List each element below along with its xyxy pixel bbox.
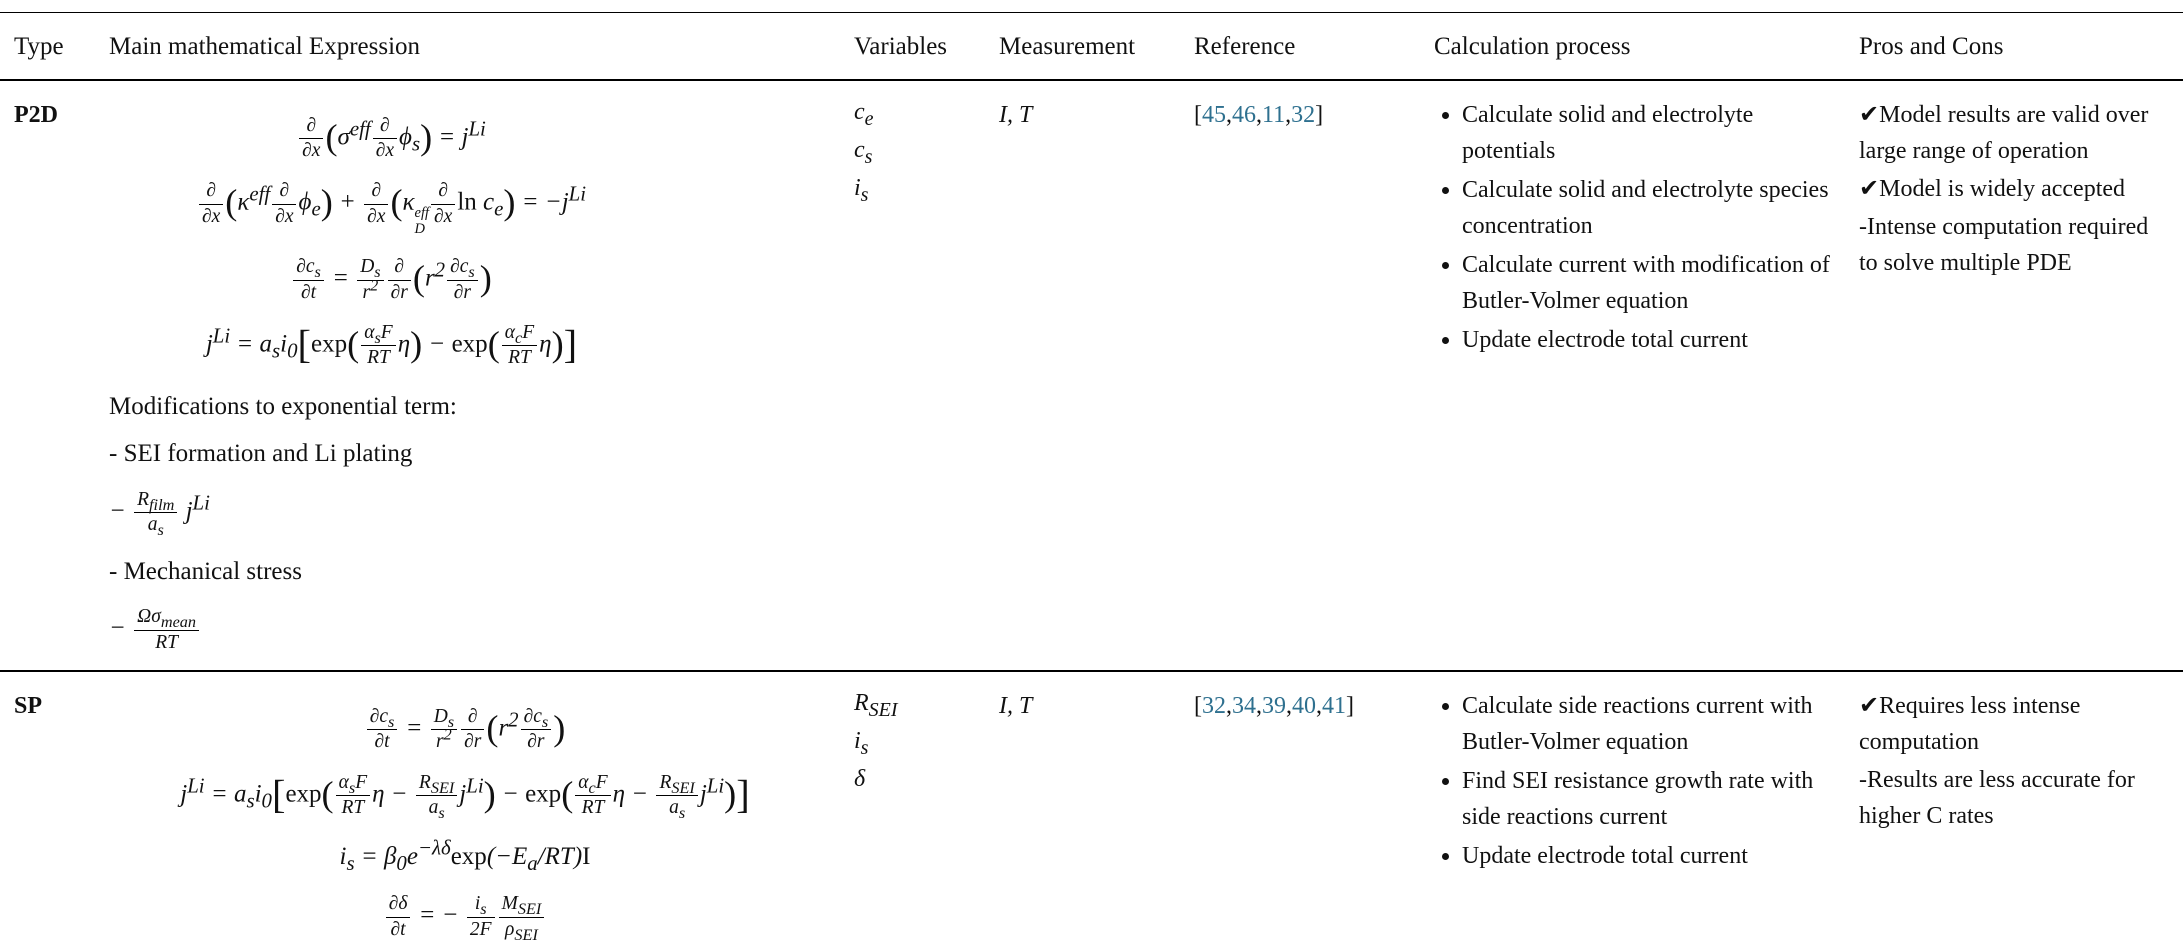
table-row-p2d: P2D ∂ ∂x (σeff ∂ ∂x ϕs) = jLi ∂ ∂x (κeff ∂ ∂x ϕe) …: [0, 81, 2183, 671]
calc-step: Calculate solid and electrolyte species …: [1462, 172, 1841, 244]
pros-cons-text: Model is widely accepted: [1879, 175, 2126, 202]
citation-link[interactable]: 45: [1202, 101, 1226, 128]
row-separator: [0, 670, 2183, 672]
measurement-cell-p2d: I, T: [999, 101, 1033, 128]
bracket-open: [: [1194, 693, 1202, 719]
citation-link[interactable]: 32: [1291, 101, 1316, 128]
variable-is: is: [854, 174, 869, 206]
equation-solid-diffusion: ∂cs ∂t = Ds r2 ∂ ∂r (r2 ∂cs ∂r): [109, 256, 674, 304]
calc-step: Calculate current with modification of B…: [1462, 247, 1841, 319]
equation-butler-volmer: jLi = asi0[exp(αsF RT η) − exp(αcF RT η)]: [205, 321, 578, 369]
comma: ,: [1256, 693, 1262, 719]
column-header-type: Type: [14, 33, 64, 60]
check-icon: ✔: [1859, 101, 1880, 128]
equation-block-p2d: ∂ ∂x (σeff ∂ ∂x ϕs) = jLi ∂ ∂x (κeff ∂ ∂x ϕe) + ∂ ∂…: [109, 115, 674, 655]
expression-note-mechanical-stress: - Mechanical stress: [109, 557, 302, 585]
variable-delta: δ: [854, 766, 866, 793]
model-type-p2d: P2D: [14, 101, 58, 128]
table-row-sp: SP ∂cs ∂t = Ds r2 ∂ ∂r (r2 ∂cs ∂r) jLi = asi0[e…: [0, 672, 2183, 942]
comma: ,: [1226, 693, 1232, 719]
citation-link[interactable]: 11: [1262, 101, 1286, 128]
expression-cell-sp: ∂cs ∂t = Ds r2 ∂ ∂r (r2 ∂cs ∂r) jLi = asi0[exp(…: [109, 672, 854, 942]
citation-link[interactable]: 32: [1202, 693, 1226, 719]
bracket-close: ]: [1346, 693, 1354, 719]
expression-note-sei: - SEI formation and Li plating: [109, 440, 413, 468]
check-icon: ✔: [1859, 175, 1880, 202]
equation-film-resistance-term: − Rfilm as jLi: [109, 488, 210, 540]
reference-cell-p2d: [45,46,11,32]: [1194, 81, 1434, 671]
pros-cons-text: Model results are valid over large range…: [1859, 101, 2149, 164]
citation-link[interactable]: 46: [1232, 101, 1256, 128]
calc-step: Calculate side reactions current with Bu…: [1462, 688, 1841, 760]
equation-side-reaction-current: is = β0e−λδexp(−Ea/RT)I: [339, 835, 591, 875]
table-top-rule: [0, 12, 2183, 13]
variable-rsei: RSEI: [854, 690, 898, 721]
comma: ,: [1285, 101, 1292, 128]
equation-sei-growth: ∂δ ∂t = − is 2F MSEI ρSEI: [109, 893, 821, 942]
column-header-expression: Main mathematical Expression: [109, 33, 421, 60]
calc-step: Find SEI resistance growth rate with sid…: [1462, 763, 1841, 835]
variable-is: is: [854, 728, 869, 759]
variables-cell-sp: RSEI is δ: [854, 672, 999, 942]
comma: ,: [1226, 101, 1232, 128]
calc-step: Update electrode total current: [1462, 838, 1841, 874]
calculation-cell-sp: Calculate side reactions current with Bu…: [1434, 672, 1859, 942]
citation-link[interactable]: 41: [1322, 693, 1346, 719]
comma: ,: [1316, 693, 1322, 719]
expression-cell-p2d: ∂ ∂x (σeff ∂ ∂x ϕs) = jLi ∂ ∂x (κeff ∂ ∂x ϕe) + ∂ ∂…: [109, 81, 854, 671]
equation-solid-potential: ∂ ∂x (σeff ∂ ∂x ϕs) = jLi: [109, 115, 674, 163]
column-header-measurement: Measurement: [999, 33, 1136, 60]
table-header-row: Type Main mathematical Expression Variab…: [0, 13, 2183, 79]
measurement-cell-sp: I, T: [999, 693, 1033, 719]
reference-cell-sp: [32,34,39,40,41]: [1194, 672, 1434, 942]
equation-electrolyte-potential: ∂ ∂x (κeff ∂ ∂x ϕe) + ∂ ∂x (κ eff D ∂ ∂x ln ce) = −j…: [109, 180, 674, 238]
comma: ,: [1256, 101, 1262, 128]
pros-item: ✔Requires less intense computation: [1859, 688, 2161, 760]
bracket-close: ]: [1315, 101, 1324, 128]
citation-link[interactable]: 39: [1262, 693, 1286, 719]
expression-note-modifications: Modifications to exponential term:: [109, 392, 457, 420]
equation-stress-term: − Ωσmean RT: [109, 606, 674, 654]
header-underline: [0, 78, 2183, 81]
comma: ,: [1286, 693, 1292, 719]
bracket-open: [: [1194, 101, 1202, 128]
calc-step-list: Calculate solid and electrolyte potentia…: [1434, 97, 1841, 358]
dash-icon: -: [1859, 213, 1867, 240]
calc-step: Calculate solid and electrolyte potentia…: [1462, 97, 1841, 169]
pros-item: ✔Model results are valid over large rang…: [1859, 97, 2161, 169]
citation-link[interactable]: 34: [1232, 693, 1256, 719]
check-icon: ✔: [1859, 693, 1880, 719]
equation-solid-diffusion: ∂cs ∂t = Ds r2 ∂ ∂r (r2 ∂cs ∂r): [109, 706, 821, 754]
cons-item: -Intense computation required to solve m…: [1859, 209, 2161, 281]
column-header-calculation-process: Calculation process: [1434, 33, 1631, 60]
pros-cons-text: Requires less intense computation: [1859, 693, 2081, 755]
equation-block-sp: ∂cs ∂t = Ds r2 ∂ ∂r (r2 ∂cs ∂r) jLi = asi0[exp(…: [109, 706, 821, 942]
calculation-cell-p2d: Calculate solid and electrolyte potentia…: [1434, 81, 1859, 671]
pros-cons-text: Intense computation required to solve mu…: [1859, 213, 2149, 276]
model-type-sp: SP: [14, 693, 43, 719]
column-header-variables: Variables: [854, 33, 948, 60]
pros-item: ✔Model is widely accepted: [1859, 171, 2161, 207]
cons-item: -Results are less accurate for higher C …: [1859, 762, 2161, 834]
variable-cs: cs: [854, 136, 873, 168]
equation-butler-volmer-sei: jLi = asi0[exp(αsF RT η − RSEI as jLi) − exp…: [180, 771, 750, 823]
citation-link[interactable]: 40: [1292, 693, 1316, 719]
dash-icon: -: [1859, 767, 1867, 793]
column-header-reference: Reference: [1194, 33, 1296, 60]
pros-cons-text: Results are less accurate for higher C r…: [1859, 767, 2135, 829]
variable-ce: ce: [854, 98, 874, 130]
variables-cell-p2d: ce cs is: [854, 81, 999, 671]
pros-cons-cell-p2d: ✔Model results are valid over large rang…: [1859, 81, 2179, 671]
column-header-pros-cons: Pros and Cons: [1859, 33, 2004, 60]
calc-step: Update electrode total current: [1462, 322, 1841, 358]
pros-cons-cell-sp: ✔Requires less intense computation -Resu…: [1859, 672, 2179, 942]
calc-step-list: Calculate side reactions current with Bu…: [1434, 688, 1841, 874]
